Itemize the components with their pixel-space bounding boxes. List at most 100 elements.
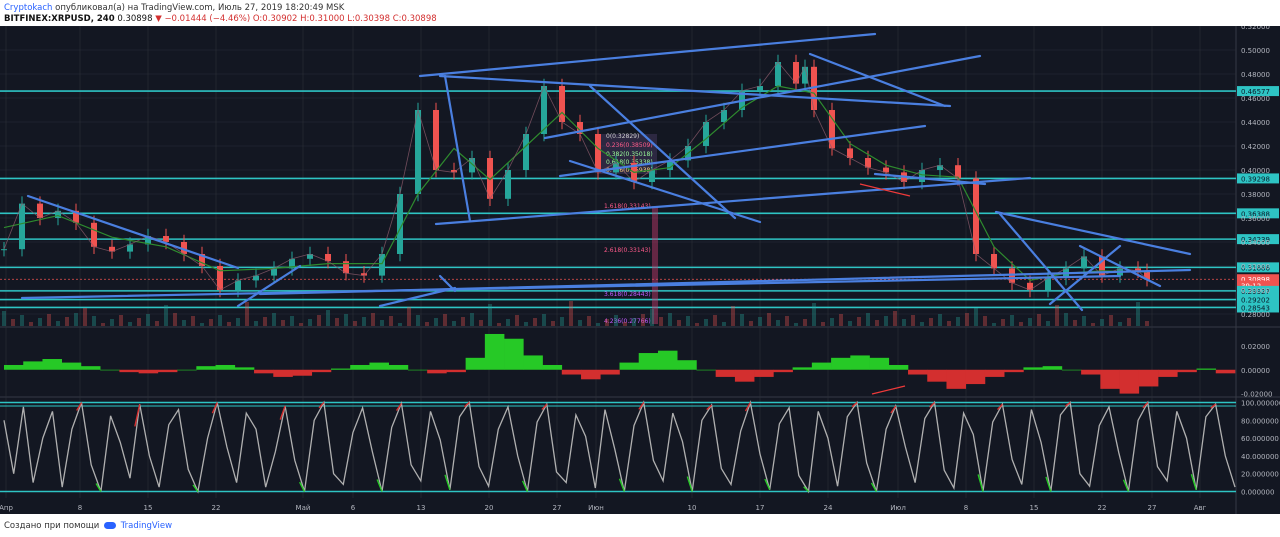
stoch-extreme-segment	[76, 402, 83, 411]
price-tick-label: 0.32000	[1241, 263, 1270, 271]
stoch-extreme-segment	[395, 402, 402, 411]
volume-bar	[1100, 319, 1104, 326]
price-tag-label: 0.34239	[1241, 236, 1270, 244]
candle-body	[883, 167, 889, 173]
candle-body	[523, 134, 529, 170]
volume-bar	[749, 321, 753, 326]
tradingview-link[interactable]: TradingView	[120, 521, 173, 531]
volume-bar	[479, 320, 483, 326]
fib-level-label: 0.236(0.38509)	[606, 142, 653, 149]
trendline	[568, 159, 762, 224]
volume-bar	[164, 305, 168, 326]
stoch-extreme-segment	[851, 401, 858, 408]
volume-bar	[866, 313, 870, 326]
volume-bar	[1010, 315, 1014, 326]
fib-level-label: 4.236(0.27766)	[604, 318, 651, 325]
volume-bar	[416, 315, 420, 326]
macd-histogram-bar	[1215, 369, 1236, 374]
trendline	[418, 32, 877, 78]
stoch-tick-label: 0.000000	[1241, 489, 1274, 497]
macd-tick-label: -0.02000	[1241, 391, 1272, 399]
macd-histogram-bar	[234, 367, 255, 370]
volume-bar	[407, 307, 411, 326]
volume-bar	[560, 317, 564, 326]
macd-histogram-bar	[138, 369, 159, 374]
time-tick-label: Июл	[890, 504, 906, 512]
candle-body	[1099, 256, 1105, 276]
macd-histogram-bar	[677, 360, 697, 370]
volume-bar	[767, 313, 771, 326]
trendlines	[20, 32, 1192, 395]
stoch-extreme-segment	[997, 403, 1003, 411]
volume-bar	[146, 314, 150, 326]
volume-bar	[434, 318, 438, 326]
candle-body	[145, 236, 151, 245]
volume-bar	[659, 317, 663, 326]
volume-bar	[614, 315, 618, 326]
author-link[interactable]: Cryptokach	[4, 3, 53, 13]
stoch-extreme-segment	[1045, 476, 1052, 492]
price-tag	[1237, 280, 1279, 291]
macd-histogram-bar	[157, 369, 178, 373]
stoch-extreme-segment	[95, 483, 102, 492]
trendline	[588, 84, 737, 220]
volume-bar	[632, 318, 636, 326]
volume-bar	[155, 321, 159, 326]
fib-level-label: 3.618(0.28443)	[604, 291, 651, 298]
time-tick-label: 8	[78, 504, 82, 512]
trendline	[26, 194, 240, 270]
tradingview-logo-icon	[103, 522, 116, 529]
volume-bar	[92, 316, 96, 326]
volume-bar	[443, 314, 447, 326]
time-tick-label: Апр	[0, 504, 13, 512]
volume-bar	[623, 322, 627, 326]
volume-bar	[290, 316, 294, 326]
volume-bar	[740, 314, 744, 326]
price-change: −0.01444 (−4.46%)	[164, 14, 251, 24]
macd-histogram-bar	[273, 369, 293, 377]
volume-bar	[884, 316, 888, 326]
price-tag	[1237, 302, 1279, 313]
price-tag-label: 0.29927	[1241, 288, 1270, 296]
volume-bar	[254, 321, 258, 326]
volume-bar	[1127, 318, 1131, 326]
macd-histogram-bar	[888, 364, 909, 370]
time-tick-label: 24	[824, 504, 833, 512]
macd-histogram-bar	[1119, 369, 1140, 394]
candle-body	[415, 110, 421, 194]
price-tick-label: 0.50000	[1241, 47, 1270, 55]
price-chart[interactable]: 0.46577 0.39298 0.36388 0.34239 0.31886 0.308…	[0, 26, 1280, 514]
price-tag	[1237, 208, 1279, 219]
candle-body	[235, 280, 241, 290]
trendline	[994, 210, 1192, 256]
candle-body	[55, 210, 61, 218]
candle-body	[865, 158, 871, 168]
macd-histogram-bar	[773, 369, 793, 373]
volume-bar	[317, 315, 321, 326]
volume-bar	[245, 302, 249, 326]
volume-bar	[425, 322, 429, 326]
volume-bar	[1028, 318, 1032, 326]
candle-body	[433, 110, 439, 170]
volume-bar	[380, 320, 384, 326]
candle-body	[487, 158, 493, 199]
candle-body	[595, 134, 601, 173]
trendline	[1078, 244, 1162, 288]
volume-bar	[1118, 322, 1122, 326]
price-path	[3, 61, 1148, 291]
stoch-extreme-segment	[299, 481, 306, 492]
candle-body	[163, 236, 169, 242]
price-tag-label: 0.29202	[1241, 297, 1270, 305]
macd-histogram-bar	[100, 369, 120, 371]
volume-bar	[308, 319, 312, 326]
volume-bar	[362, 317, 366, 326]
price-tick-label: 0.36000	[1241, 215, 1270, 223]
stoch-extreme-segment	[192, 484, 199, 492]
volume-bar	[1145, 321, 1149, 326]
volume-bar	[344, 314, 348, 326]
price-tag	[1237, 86, 1279, 97]
candle-body	[307, 254, 313, 259]
macd-histogram-bar	[196, 366, 216, 370]
down-arrow-icon: ▼	[155, 14, 162, 24]
stoch-extreme-segment	[890, 405, 897, 414]
